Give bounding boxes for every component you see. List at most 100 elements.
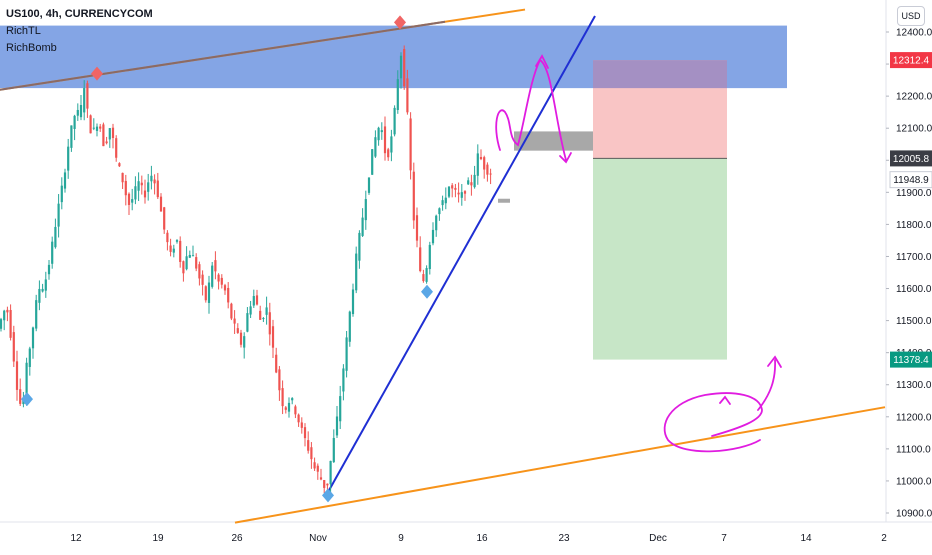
candle-body (284, 407, 287, 410)
candle-body (367, 177, 371, 193)
badge-target-low-bg (890, 351, 932, 368)
currency-button[interactable]: USD (897, 6, 925, 26)
candle-body (211, 265, 214, 287)
candle-body (204, 286, 207, 301)
x-tick-label: 14 (800, 533, 812, 544)
candle-body (15, 361, 19, 390)
overlap-zone (593, 60, 727, 89)
candle-body (476, 153, 479, 176)
candle-body (281, 388, 284, 407)
candle-body (31, 327, 35, 349)
badge-last-price-bg (889, 171, 932, 189)
candle-body (457, 192, 460, 195)
candle-body (479, 157, 483, 160)
candle-body (460, 192, 463, 198)
candle-body (188, 254, 191, 258)
candle-body (399, 55, 403, 79)
indicator-richtl-label[interactable]: RichTL (6, 25, 41, 37)
candle-body (275, 354, 278, 373)
candle-body (255, 295, 259, 305)
grid-layer (0, 0, 932, 523)
y-tick-label: 12200.0 (896, 92, 932, 103)
indicator-richbomb-label[interactable]: RichBomb (6, 42, 57, 54)
candle-body (374, 137, 377, 157)
candle-body (335, 416, 339, 436)
candle-body (159, 196, 163, 212)
candle-body (307, 440, 310, 451)
candle-body (121, 172, 124, 183)
x-tick-label: 9 (398, 533, 404, 544)
y-tick-label: 11900.0 (896, 188, 932, 199)
candle-body (163, 207, 166, 230)
candle-body (246, 313, 249, 332)
candle-body (249, 306, 252, 315)
y-tick-label: 11200.0 (896, 412, 932, 423)
candle-body (358, 232, 361, 261)
badge-layer: 12312.4 12005.8 11948.9 11378.4 (889, 52, 932, 368)
candle-body (441, 200, 444, 206)
candle-body (428, 244, 431, 270)
candle-body (431, 229, 435, 244)
candle-body (451, 185, 454, 189)
candle-layer (0, 45, 492, 493)
candle-body (297, 414, 300, 423)
candle-body (25, 362, 28, 404)
candle-body (214, 260, 217, 272)
x-tick-label: 19 (152, 533, 164, 544)
candle-body (294, 406, 297, 415)
candle-body (380, 130, 383, 133)
candle-body (127, 193, 131, 205)
candle-body (259, 310, 262, 320)
candle-body (486, 164, 489, 175)
candle-body (76, 109, 79, 116)
candle-body (319, 477, 323, 480)
candle-body (153, 179, 156, 184)
candle-body (118, 163, 121, 167)
candle-body (12, 332, 15, 362)
candle-body (169, 245, 172, 252)
candle-body (287, 402, 291, 412)
symbol-title[interactable]: US100, 4h, CURRENCYCOM (6, 8, 153, 20)
x-tick-label: Dec (649, 533, 667, 544)
axis-layer[interactable]: 10900.011000.011100.011200.011300.011400… (70, 28, 932, 545)
candle-body (252, 296, 255, 306)
y-tick-label: 11300.0 (896, 380, 932, 391)
candle-body (9, 309, 12, 338)
candle-body (57, 203, 60, 227)
candle-body (278, 369, 281, 391)
magenta-circle (663, 392, 763, 453)
candle-body (86, 83, 89, 109)
candle-body (454, 187, 457, 190)
candle-body (137, 181, 140, 191)
x-tick-label: 23 (558, 533, 570, 544)
candle-body (412, 171, 415, 221)
candle-body (63, 172, 67, 189)
candle-body (447, 186, 451, 197)
candle-body (463, 191, 467, 194)
candle-body (28, 348, 31, 367)
candle-body (143, 190, 147, 198)
candle-body (6, 309, 9, 313)
x-tick-label: 26 (231, 533, 243, 544)
richtl-trendline-inner (0, 20, 446, 91)
badge-current-price: 12005.8 (893, 154, 930, 165)
orange-channel-line (234, 406, 886, 524)
y-tick-label: 11100.0 (896, 444, 931, 455)
candle-body (406, 78, 409, 113)
magenta-arrow-up (757, 359, 776, 411)
candle-body (291, 398, 294, 401)
candle-body (83, 88, 86, 113)
candle-body (150, 175, 153, 182)
candle-body (54, 226, 57, 248)
candle-body (326, 483, 329, 486)
candle-body (70, 125, 73, 148)
buy-signal-marker (21, 392, 33, 407)
badge-last-price: 11948.9 (893, 175, 929, 186)
candle-body (41, 288, 44, 292)
candle-body (227, 287, 230, 303)
x-tick-label: Nov (309, 533, 327, 544)
candle-body (111, 127, 115, 138)
candle-body (310, 447, 313, 460)
